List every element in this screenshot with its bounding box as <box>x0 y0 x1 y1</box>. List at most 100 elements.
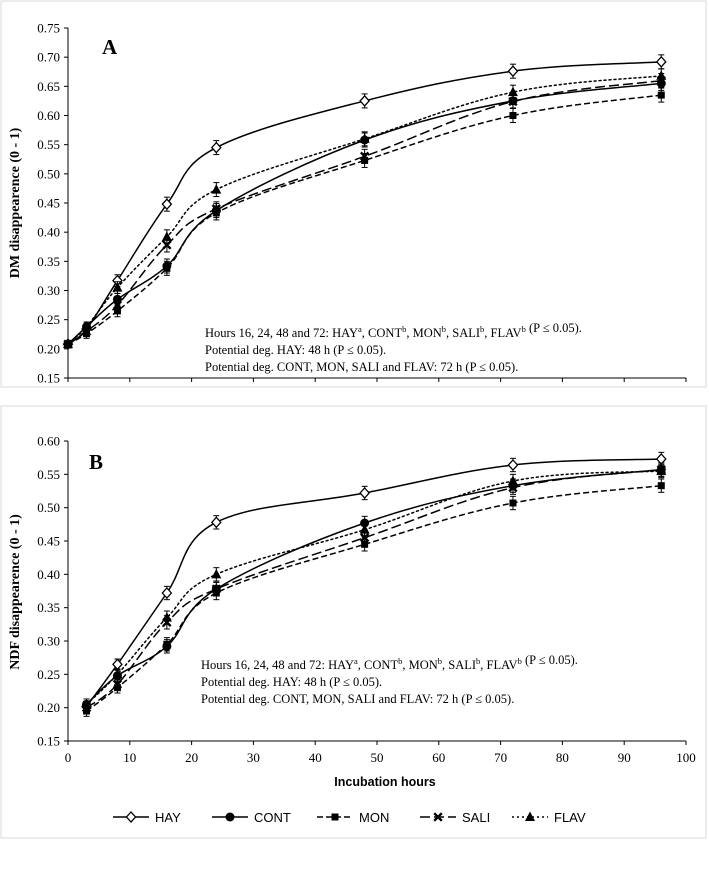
panel-a-point-sali <box>162 240 172 250</box>
panel-b-annotation-superscript: b <box>398 656 402 666</box>
panel-a-point-mon <box>163 264 171 272</box>
panel-b-y-tick-label: 0.50 <box>37 500 60 515</box>
panel-b-line-flav <box>85 470 663 706</box>
panel-a-point-flav <box>63 338 73 349</box>
legend-marker-sali-stroke-b <box>433 812 443 822</box>
panel-a-y-tick-label: 0.75 <box>37 21 60 36</box>
legend-item-sali: SALI <box>420 810 490 825</box>
panel-a-series-flav <box>63 68 667 349</box>
panel-b-y-tick-label: 0.20 <box>37 700 60 715</box>
panel-b-line-mon <box>86 484 662 712</box>
legend-label-hay: HAY <box>155 810 181 825</box>
panel-a-point-mon <box>657 91 665 99</box>
panel-a-point-sali-stroke-b <box>162 240 172 250</box>
panel-b-annotation-treatment: FLAV <box>487 658 518 672</box>
panel-b-point-flav <box>81 698 92 709</box>
panel-b-point-flav <box>656 465 667 475</box>
panel-a-y-tick-label: 0.60 <box>37 108 60 123</box>
panel-a-line-flav <box>67 75 663 345</box>
panel-b-y-tick-label: 0.40 <box>37 567 60 582</box>
panel-b-line-sali <box>86 468 662 709</box>
panel-b-y-tick-label: 0.30 <box>37 634 60 649</box>
panel-b-x-tick-label: 0 <box>65 750 72 765</box>
legend-item-cont: CONT <box>212 810 291 825</box>
legend-label-cont: CONT <box>254 810 291 825</box>
legend-marker-sali <box>433 812 443 822</box>
panel-b-series-flav <box>81 463 667 711</box>
panel-a-y-tick-label: 0.45 <box>37 196 60 211</box>
panel-b-annotation-treatment: CONT <box>364 658 398 672</box>
panel-a-annotation-superscript: b <box>442 324 446 334</box>
panel-b-line-cont <box>86 468 662 705</box>
panel-b-y-tick-label: 0.60 <box>37 434 60 449</box>
panel-b-annotation-superscript: a <box>354 656 358 666</box>
legend-marker-mon <box>331 813 339 821</box>
panel-a-point-hay <box>161 198 173 211</box>
panel-a-point-sali-stroke-b <box>211 204 221 214</box>
panel-a-annotation-superscript: b <box>522 324 526 334</box>
panel-b-x-tick-label: 70 <box>494 750 507 765</box>
panel-b-point-flav <box>211 568 222 579</box>
panel-b-y-tick-label: 0.25 <box>37 667 60 682</box>
panel-a-y-tick-label: 0.35 <box>37 254 60 269</box>
panel-b-line-hay <box>85 458 662 707</box>
panel-a-point-sali-stroke-b <box>359 151 370 161</box>
panel-b-point-sali <box>211 584 221 594</box>
panel-b-annotation-line-1: Hours 16, 24, 48 and 72: HAYa, CONTb, MO… <box>201 653 578 672</box>
panel-a-y-tick-label: 0.50 <box>37 166 60 181</box>
panel-a-letter: A <box>102 35 118 59</box>
panel-a-annotation-line-2: Potential deg. HAY: 48 h (P ≤ 0.05). <box>205 343 386 357</box>
panel-a: 0.15 0.20 0.25 0.30 0.35 0.40 0.45 0.50 0.55 0.60… <box>0 0 707 388</box>
legend-marker-cont <box>225 812 235 822</box>
panel-b-annotation-separator: , <box>402 658 408 672</box>
panel-a-point-flav <box>507 86 518 97</box>
legend-label-flav: FLAV <box>554 810 586 825</box>
panel-b-frame <box>0 405 707 839</box>
panel-a-point-sali-stroke-b <box>112 300 123 310</box>
panel-b-annotation-superscript: b <box>518 656 522 666</box>
panel-a-y-axis-title: DM disappearence (0 - 1) <box>8 127 23 278</box>
panel-b-annotation-pre: Hours 16, 24, 48 and 72: <box>201 658 328 672</box>
panel-b-point-mon <box>657 482 665 490</box>
panel-b-x-tick-label: 90 <box>618 750 631 765</box>
panel-b-annotation-treatment: SALI <box>448 658 476 672</box>
panel-a-point-sali <box>359 151 370 161</box>
legend-item-flav: FLAV <box>512 810 586 825</box>
panel-b-annotation-post: (P ≤ 0.05). <box>522 653 578 667</box>
panel-a-annotation-treatment: HAY <box>332 326 358 340</box>
panel-b-point-hay <box>161 587 173 599</box>
panel-a-point-hay <box>655 55 667 68</box>
panel-b-annotation-separator: , <box>442 658 448 672</box>
panel-a-y-tick-label: 0.70 <box>37 50 60 65</box>
panel-a-y-tick-label: 0.20 <box>37 341 60 356</box>
panel-b-x-tick-label: 100 <box>676 750 696 765</box>
panel-b-point-hay <box>359 487 371 499</box>
panel-a-point-flav <box>81 321 92 331</box>
legend-item-hay: HAY <box>113 810 181 825</box>
panel-a-y-tick-label: 0.25 <box>37 312 60 327</box>
panel-a-annotation-line-3: Potential deg. CONT, MON, SALI and FLAV:… <box>205 360 518 374</box>
panel-a-point-hay <box>210 141 222 154</box>
panel-a-annotation-superscript: a <box>358 324 362 334</box>
panel-b-point-hay <box>210 516 222 529</box>
panel-b-annotation-treatment: MON <box>409 658 438 672</box>
panel-a-point-flav <box>211 184 222 194</box>
panel-a-annotation-post: (P ≤ 0.05). <box>526 321 582 335</box>
legend-item-mon: MON <box>317 810 389 825</box>
legend-label-mon: MON <box>359 810 389 825</box>
panel-b-y-axis-title: NDF disappearence (0 - 1) <box>8 514 23 670</box>
panel-b-y-tick-label: 0.55 <box>37 467 60 482</box>
panel-a-annotation-separator: , <box>362 326 368 340</box>
panel-b-annotation-line-2: Potential deg. HAY: 48 h (P ≤ 0.05). <box>201 675 382 689</box>
legend-label-sali: SALI <box>462 810 490 825</box>
panel-a-annotation-line-1: Hours 16, 24, 48 and 72: HAYa, CONTb, MO… <box>205 321 582 340</box>
panel-b-point-flav <box>359 524 370 534</box>
panel-a-y-tick-label: 0.40 <box>37 225 60 240</box>
legend-marker-hay <box>125 811 137 823</box>
panel-b-point-sali-stroke-b <box>211 584 221 594</box>
panel-a-annotation-treatment: FLAV <box>491 326 522 340</box>
legend: HAY CONT MON SALI FLAV <box>113 810 586 825</box>
panel-b-annotation-separator: , <box>358 658 364 672</box>
panel-b-point-flav <box>507 475 518 485</box>
panel-a-point-flav <box>656 70 667 80</box>
